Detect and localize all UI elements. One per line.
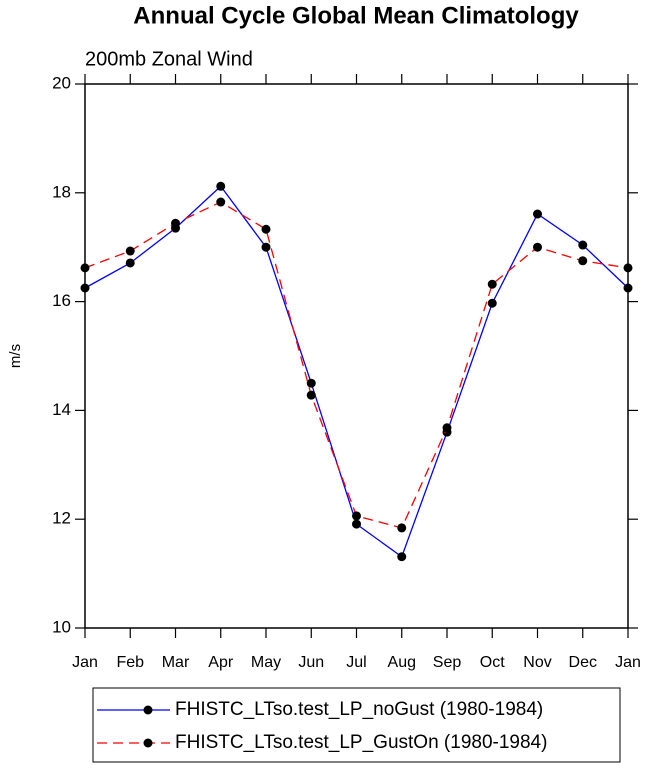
data-point bbox=[306, 390, 316, 400]
data-point bbox=[80, 263, 90, 273]
y-tick-label: 18 bbox=[52, 182, 71, 201]
y-tick-label: 10 bbox=[52, 617, 71, 636]
data-point bbox=[261, 242, 271, 252]
x-tick-label: Jun bbox=[298, 654, 324, 671]
x-tick-label: Sep bbox=[433, 654, 462, 671]
y-tick-label: 12 bbox=[52, 509, 71, 528]
x-tick-label: Aug bbox=[388, 654, 416, 671]
y-tick-label: 20 bbox=[52, 73, 71, 92]
data-point bbox=[623, 283, 633, 293]
series-line bbox=[84, 201, 629, 529]
legend-label: FHISTC_LTso.test_LP_GustOn (1980-1984) bbox=[175, 732, 547, 753]
x-tick-label: Jul bbox=[346, 654, 366, 671]
data-point bbox=[216, 181, 226, 191]
data-point bbox=[578, 240, 588, 250]
data-point bbox=[533, 209, 542, 219]
y-tick-label: 14 bbox=[52, 400, 71, 419]
legend-marker bbox=[143, 705, 153, 715]
legend-box bbox=[92, 687, 621, 763]
x-tick-label: Feb bbox=[116, 654, 144, 671]
legend-label: FHISTC_LTso.test_LP_noGust (1980-1984) bbox=[175, 699, 543, 720]
data-point bbox=[533, 242, 542, 252]
x-tick-label: May bbox=[251, 654, 281, 671]
data-point bbox=[306, 378, 316, 388]
legend-marker bbox=[143, 738, 153, 748]
x-tick-label: Jan bbox=[615, 654, 641, 671]
x-tick-label: Dec bbox=[569, 654, 597, 671]
y-tick-label: 16 bbox=[52, 291, 71, 310]
x-tick-label: Mar bbox=[162, 654, 190, 671]
data-point bbox=[125, 258, 135, 268]
series-line bbox=[84, 185, 629, 558]
chart-title: Annual Cycle Global Mean Climatology bbox=[133, 2, 579, 29]
data-point bbox=[261, 224, 271, 234]
x-tick-label: Jan bbox=[72, 654, 98, 671]
x-tick-label: Oct bbox=[480, 654, 505, 671]
x-tick-label: Nov bbox=[523, 654, 551, 671]
data-point bbox=[352, 519, 361, 529]
data-point bbox=[397, 552, 407, 562]
data-point bbox=[216, 197, 226, 207]
chart-subtitle: 200mb Zonal Wind bbox=[85, 48, 253, 70]
data-point bbox=[352, 511, 361, 521]
plot-frame bbox=[84, 83, 629, 629]
data-point bbox=[125, 246, 135, 256]
data-point bbox=[442, 423, 452, 433]
data-point bbox=[397, 523, 407, 533]
y-axis-label: m/s bbox=[7, 344, 24, 368]
data-point bbox=[80, 283, 90, 293]
data-point bbox=[171, 218, 180, 228]
data-point bbox=[487, 279, 497, 289]
x-tick-label: Apr bbox=[208, 654, 234, 671]
data-point bbox=[623, 263, 633, 273]
data-point bbox=[578, 256, 588, 266]
data-point bbox=[487, 298, 497, 308]
